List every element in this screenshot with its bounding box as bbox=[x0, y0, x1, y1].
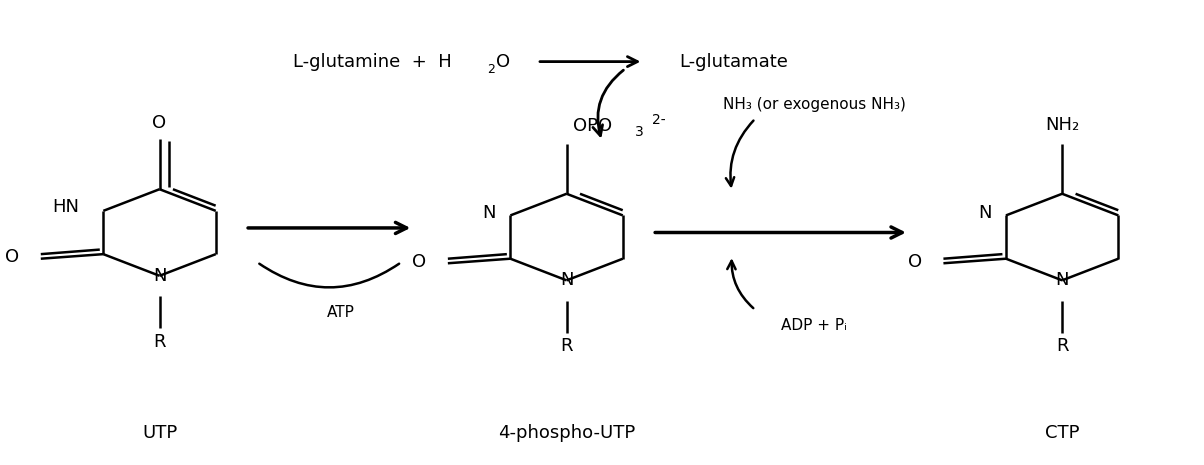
Text: 2-: 2- bbox=[651, 113, 665, 127]
Text: N: N bbox=[153, 267, 166, 285]
Text: ATP: ATP bbox=[327, 305, 355, 320]
Text: N: N bbox=[1056, 272, 1069, 289]
Text: 4-phospho-UTP: 4-phospho-UTP bbox=[498, 424, 636, 442]
Text: R: R bbox=[153, 333, 166, 351]
Text: O: O bbox=[153, 114, 166, 132]
Text: N: N bbox=[560, 272, 573, 289]
Text: CTP: CTP bbox=[1045, 424, 1080, 442]
Text: N: N bbox=[483, 204, 496, 222]
Text: L-glutamate: L-glutamate bbox=[680, 53, 789, 71]
Text: NH₂: NH₂ bbox=[1045, 116, 1079, 134]
Text: O: O bbox=[908, 253, 922, 271]
Text: HN: HN bbox=[52, 198, 79, 216]
Text: NH₃ (or exogenous NH₃): NH₃ (or exogenous NH₃) bbox=[722, 97, 905, 113]
Text: N: N bbox=[978, 204, 991, 222]
Text: R: R bbox=[560, 338, 573, 355]
Text: O: O bbox=[413, 253, 426, 271]
Text: O: O bbox=[5, 248, 19, 266]
Text: 2: 2 bbox=[488, 63, 495, 76]
Text: ADP + Pᵢ: ADP + Pᵢ bbox=[781, 319, 848, 333]
Text: UTP: UTP bbox=[142, 424, 177, 442]
Text: R: R bbox=[1056, 338, 1068, 355]
Text: 3: 3 bbox=[635, 125, 644, 139]
Text: L-glutamine  +  H: L-glutamine + H bbox=[293, 53, 452, 71]
Text: O: O bbox=[496, 53, 510, 71]
Text: OPO: OPO bbox=[573, 117, 612, 135]
